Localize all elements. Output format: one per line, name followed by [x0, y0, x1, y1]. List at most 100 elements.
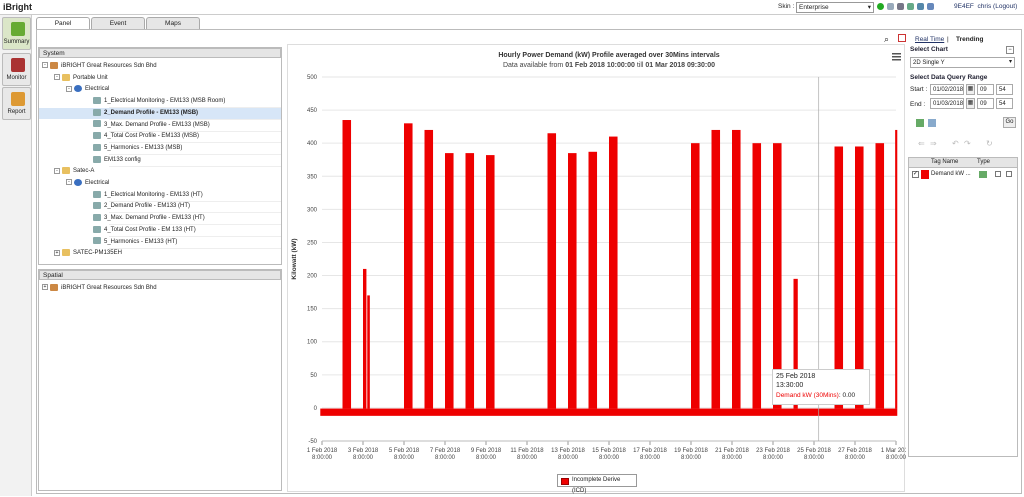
table-icon[interactable] [928, 119, 936, 127]
row-divider [109, 142, 281, 144]
chart-menu-icon[interactable] [892, 53, 901, 61]
collapse-icon[interactable]: - [42, 62, 48, 69]
tooltip-time: 13:30:00 [776, 382, 804, 389]
tree-item[interactable]: - Electrical [66, 178, 109, 189]
collapse-icon[interactable]: − [1006, 46, 1014, 54]
forward-icon[interactable]: ⇒ [930, 139, 937, 148]
collapse-icon[interactable]: - [66, 179, 72, 186]
collapse-icon[interactable]: - [54, 167, 60, 174]
nav-summary[interactable]: Summary [2, 17, 31, 50]
tree-item[interactable]: - Portable Unit [54, 73, 108, 84]
tree-item[interactable]: + SATEC-PM135EH [54, 248, 122, 259]
demand-bar [404, 123, 413, 409]
row-divider [109, 212, 281, 214]
end-min-select[interactable]: 54 [996, 98, 1013, 109]
menu-line [892, 59, 901, 61]
chart-type-select[interactable]: 2D Single Y ▾ [910, 57, 1015, 68]
report-icon [11, 92, 25, 106]
tab-maps[interactable]: Maps [146, 17, 200, 29]
tag-color-swatch [921, 170, 929, 179]
tree-item-label: EM133 config [104, 156, 141, 163]
tree-item[interactable]: 1_Electrical Monitoring - EM133 (MSB Roo… [84, 96, 225, 107]
tree-item[interactable]: - iBRIGHT Great Resources Sdn Bhd [42, 61, 157, 72]
undo-icon[interactable]: ↶ [952, 139, 959, 148]
tag-option-checkbox[interactable] [995, 171, 1001, 177]
type-header-label: Type [977, 159, 991, 165]
x-tick-time: 8:00:00 [476, 455, 497, 461]
chart-legend[interactable]: Incomplete Derive (ICD) [557, 474, 637, 494]
y-tick-label: 200 [307, 274, 318, 280]
collapse-icon[interactable]: - [66, 85, 72, 92]
go-button[interactable]: Go [1003, 117, 1016, 128]
start-min-select[interactable]: 54 [996, 84, 1013, 95]
end-date-input[interactable]: 01/03/2018 [930, 98, 964, 109]
demand-bar [547, 133, 557, 409]
tree-item[interactable]: EM133 config [84, 155, 141, 166]
status-icons [877, 3, 947, 12]
speaker-icon[interactable] [897, 3, 904, 10]
top-bar: iBright Skin : Enterprise ▾ 9E4EF chris (… [0, 0, 1024, 15]
tag-checkbox[interactable]: ✓ [912, 171, 919, 178]
x-tick-label: 1 Feb 2018 [307, 448, 338, 454]
search-icon[interactable]: ⌕ [884, 34, 890, 44]
chart-tooltip: 25 Feb 2018 13:30:00 Demand kW (30Mins):… [772, 369, 870, 405]
spatial-root-item[interactable]: + iBRIGHT Great Resources Sdn Bhd [42, 283, 157, 294]
refresh-icon[interactable]: ↻ [986, 139, 993, 148]
tree-item[interactable]: 5_Harmonics - EM133 (MSB) [84, 143, 182, 154]
back-icon[interactable]: ⇐ [918, 139, 925, 148]
expand-icon[interactable]: + [42, 284, 48, 291]
home-icon [50, 61, 58, 69]
status-ok-icon[interactable] [877, 3, 884, 10]
chart-icon[interactable] [907, 3, 914, 10]
report-icon[interactable] [898, 34, 906, 42]
page-icon [93, 132, 101, 140]
start-date-input[interactable]: 01/02/2018 [930, 84, 964, 95]
tab-event[interactable]: Event [91, 17, 145, 29]
signal-icon[interactable] [887, 3, 894, 10]
page-icon [93, 143, 101, 151]
demand-bar [588, 151, 598, 409]
x-tick-time: 8:00:00 [558, 455, 579, 461]
tab-panel[interactable]: Panel [36, 17, 90, 29]
demand-bar [875, 143, 885, 409]
x-tick-time: 8:00:00 [353, 455, 374, 461]
tree-item[interactable]: 4_Total Cost Profile - EM133 (MSB) [84, 131, 199, 142]
x-tick-label: 21 Feb 2018 [715, 448, 749, 454]
page-icon [93, 97, 101, 105]
settings-icon[interactable] [927, 3, 934, 10]
tree-item[interactable]: - Satec-A [54, 166, 94, 177]
realtime-link[interactable]: Real Time [915, 36, 945, 43]
collapse-icon[interactable]: - [54, 74, 60, 81]
x-tick-time: 8:00:00 [640, 455, 661, 461]
x-tick-label: 17 Feb 2018 [633, 448, 667, 454]
tree-item[interactable]: 4_Total Cost Profile - EM 133 (HT) [84, 225, 196, 236]
demand-chart: Hourly Power Demand (kW) Profile average… [291, 52, 912, 461]
tree-item[interactable]: 1_Electrical Monitoring - EM133 (HT) [84, 190, 203, 201]
calendar-icon[interactable]: ▦ [966, 84, 975, 95]
tree-item[interactable]: 2_Demand Profile - EM133 (HT) [84, 201, 190, 212]
expand-icon[interactable]: + [54, 249, 60, 256]
demand-bar [486, 155, 495, 409]
row-divider [109, 224, 281, 226]
tag-option-checkbox[interactable] [1006, 171, 1012, 177]
tree-item[interactable]: - Electrical [66, 84, 109, 95]
nav-monitor-label: Monitor [6, 75, 27, 81]
tag-row[interactable]: ✓ Demand kW ... [909, 169, 1017, 180]
start-hour-select[interactable]: 09 [977, 84, 994, 95]
tree-item[interactable]: 2_Demand Profile - EM133 (MSB) [39, 107, 281, 119]
tree-item[interactable]: 5_Harmonics - EM133 (HT) [84, 237, 177, 248]
skin-select[interactable]: Enterprise ▾ [796, 2, 874, 13]
tree-item[interactable]: 3_Max. Demand Profile - EM133 (HT) [84, 213, 205, 224]
tree-item[interactable]: 3_Max. Demand Profile - EM133 (MSB) [84, 120, 210, 131]
end-hour-select[interactable]: 09 [977, 98, 994, 109]
redo-icon[interactable]: ↷ [964, 139, 971, 148]
nav-monitor[interactable]: Monitor [2, 53, 31, 86]
calendar-icon[interactable]: ▦ [966, 98, 975, 109]
x-tick-time: 8:00:00 [599, 455, 620, 461]
trending-link[interactable]: Trending [956, 36, 984, 43]
monitor-icon[interactable] [917, 3, 924, 10]
x-tick-time: 8:00:00 [312, 455, 333, 461]
export-icon[interactable] [916, 119, 924, 127]
logout-link[interactable]: (Logout) [993, 3, 1018, 10]
nav-report[interactable]: Report [2, 87, 31, 120]
